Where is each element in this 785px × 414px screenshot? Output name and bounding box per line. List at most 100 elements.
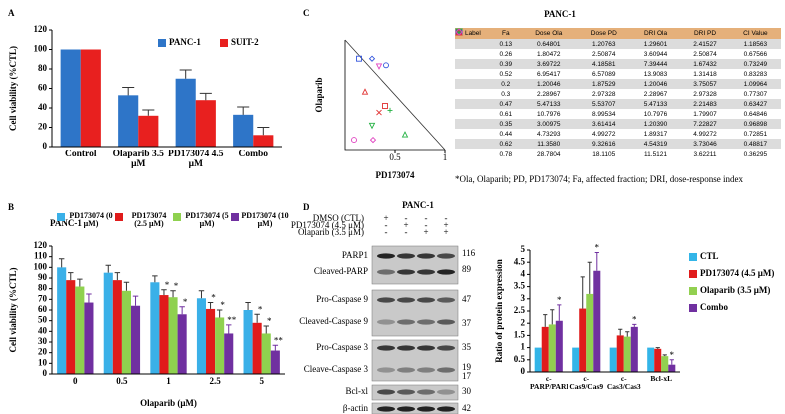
y-tick-label: 20: [38, 347, 48, 357]
x-tick-label: 1: [443, 152, 448, 162]
point: [401, 131, 409, 138]
error-bar: [216, 309, 223, 318]
label-box: Combo: [238, 150, 268, 159]
molecular-weight: 37: [462, 318, 472, 328]
label-cell: [455, 28, 491, 49]
table-cell: 2.41527: [680, 39, 730, 49]
error-bar: [632, 323, 637, 327]
column-header: Label: [455, 28, 491, 39]
table-cell: 3.62211: [693, 150, 717, 158]
axis: [344, 40, 445, 151]
blot-band: [437, 389, 455, 395]
axis: [51, 30, 282, 148]
table-cell: 2.50874: [693, 50, 717, 58]
table-cell: 10.7976: [537, 110, 561, 118]
y-tick-label: 0: [43, 141, 48, 151]
table-row: 0.47 5.47133 5.53707 5.47133 2.21483 0.63427: [455, 29, 781, 109]
x-tick-label: 0.5: [116, 377, 128, 386]
column-header: CI Value: [729, 28, 781, 39]
condition-sign: -: [385, 227, 388, 237]
blot-band: [437, 345, 455, 351]
blot-title: PANC-1: [402, 200, 434, 210]
significance: *: [211, 293, 216, 303]
legend-swatch: [231, 213, 239, 221]
bar: [661, 356, 669, 372]
y-axis-title: Cell viability (%CTL): [8, 46, 18, 131]
table-cell: 7.22827: [680, 119, 730, 129]
y-tick-label: 40: [38, 102, 48, 112]
table-cell: 0.35: [490, 119, 521, 129]
bar: [60, 49, 81, 147]
significance: *: [165, 280, 170, 290]
condition-sign: -: [445, 213, 448, 223]
condition-sign: +: [443, 227, 448, 237]
bar: [112, 280, 122, 374]
significance: **: [274, 335, 284, 345]
band-label: Bcl-xl: [346, 386, 369, 396]
legend-swatch: [689, 304, 697, 312]
bar: [541, 326, 549, 372]
band-label: Cleaved-Caspase 9: [299, 316, 368, 326]
significance: *: [632, 314, 637, 324]
molecular-weight: 30: [462, 386, 472, 396]
label-box: Control: [65, 150, 97, 159]
bar: [534, 347, 542, 372]
table-cell: 4.99272: [592, 130, 616, 138]
axis: [51, 246, 285, 375]
panel-letter: B: [8, 202, 14, 212]
bar: [103, 272, 113, 374]
point: [361, 88, 369, 95]
bar: [623, 336, 631, 372]
error-bar: [557, 304, 562, 321]
table-cell: 6.57089: [592, 70, 616, 78]
table-cell: 0.67566: [743, 50, 768, 58]
y-tick-label: 110: [34, 251, 48, 261]
table-cell: 1.29601: [630, 39, 681, 49]
label-box: 2.5: [209, 377, 220, 386]
error-bar: [594, 251, 599, 271]
band-label: β-actin: [343, 403, 369, 413]
y-axis-title: Cell viability (%CTL): [8, 267, 18, 352]
x-axis-title: PD173074: [376, 170, 415, 180]
legend-swatch: [689, 253, 697, 261]
significance: *: [267, 316, 272, 326]
legend-swatch: [689, 287, 697, 295]
point: [375, 63, 383, 70]
bar: [668, 364, 676, 372]
bar: [654, 348, 662, 372]
y-tick-label: 80: [38, 283, 48, 293]
molecular-weight: 89: [462, 264, 472, 274]
error-bar: [655, 347, 660, 349]
x-tick-label: Control: [65, 150, 97, 159]
condition-sign: -: [425, 220, 428, 230]
error-bar: [662, 354, 667, 357]
error-bar: [237, 106, 250, 115]
blot-band: [437, 406, 455, 412]
point: [368, 55, 376, 62]
condition-sign: -: [425, 213, 428, 223]
table-cell: 0.62: [490, 139, 521, 149]
column-header: Dose Ola: [520, 28, 577, 39]
label-cell: [455, 28, 491, 159]
table-cell: 1.67432: [680, 59, 730, 69]
error-bar: [618, 328, 623, 336]
table-cell: 4.54319: [630, 139, 681, 149]
label-cell: [455, 28, 491, 89]
x-tick-label: Bcl-xL: [650, 375, 673, 383]
bar: [270, 350, 280, 374]
molecular-weight: 19: [462, 362, 472, 372]
bar: [548, 324, 556, 372]
bar: [195, 100, 216, 147]
blot-membrane: [371, 289, 459, 337]
x-tick-label: 5: [259, 377, 264, 386]
error-bar: [68, 272, 74, 281]
error-bar: [77, 278, 83, 287]
table-cell: 11.5121: [644, 150, 668, 158]
blot-band: [377, 319, 395, 325]
y-tick-label: 0: [521, 366, 526, 376]
blot-band: [437, 269, 455, 275]
axis: [529, 250, 680, 373]
table-cell: 0.83283: [743, 70, 768, 78]
bar: [196, 298, 207, 374]
table-row: 0.13 0.64801 1.20763 1.29601 2.41527 1.18563: [455, 28, 781, 49]
